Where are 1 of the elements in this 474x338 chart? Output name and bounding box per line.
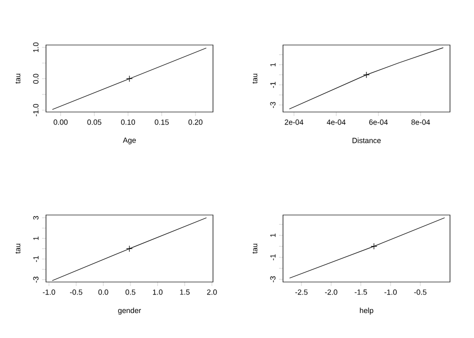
- line-series: [289, 47, 444, 110]
